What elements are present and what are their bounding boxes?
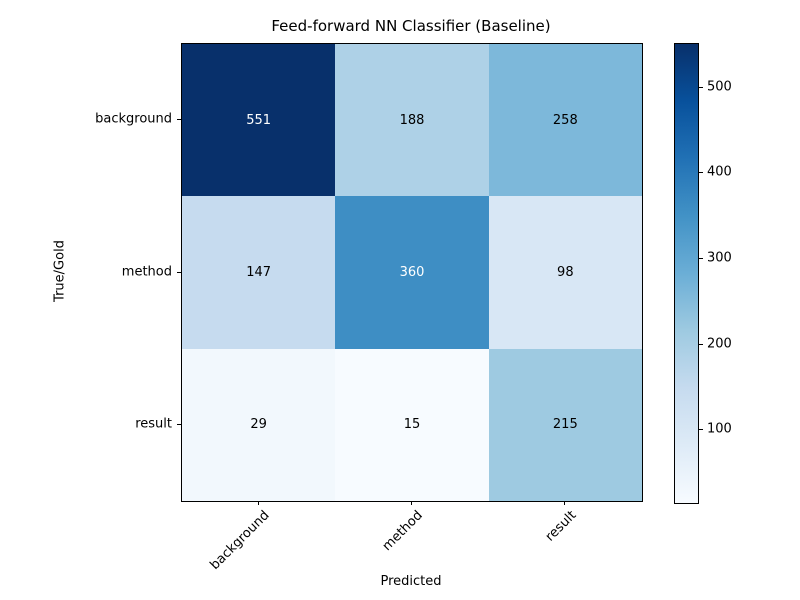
heatmap-cell: 98 [488, 196, 642, 349]
cell-value: 551 [246, 112, 272, 128]
cell-value: 215 [552, 417, 578, 433]
y-tick-label: background [95, 111, 172, 127]
heatmap-cell: 29 [182, 348, 336, 501]
colorbar-tick-mark [699, 257, 703, 259]
colorbar [674, 43, 699, 504]
y-tick-label: method [121, 264, 172, 279]
cell-value: 98 [557, 264, 574, 280]
colorbar-tick-mark [699, 343, 703, 345]
x-tick-mark [564, 501, 566, 505]
heatmap-cell: 147 [182, 196, 336, 349]
heatmap-cell: 258 [488, 44, 642, 197]
cell-value: 188 [399, 112, 425, 128]
cell-value: 360 [399, 264, 425, 280]
x-tick-mark [257, 501, 259, 505]
colorbar-tick-label: 500 [707, 79, 732, 95]
colorbar-tick-label: 100 [707, 421, 732, 437]
cell-value: 258 [552, 112, 578, 128]
x-tick-mark [411, 501, 412, 505]
heatmap-grid: 551 188 258 147 360 98 29 15 215 [181, 43, 643, 502]
colorbar-tick-label: 400 [707, 164, 732, 180]
colorbar-tick-mark [699, 429, 703, 431]
colorbar-tick-mark [699, 86, 703, 88]
y-tick-mark [177, 423, 181, 425]
colorbar-tick-label: 200 [707, 336, 732, 352]
x-tick-label: background [207, 508, 273, 573]
cell-value: 15 [403, 417, 421, 433]
chart-title: Feed-forward NN Classifier (Baseline) [271, 17, 551, 35]
heatmap-cell: 551 [182, 44, 336, 197]
cell-value: 29 [250, 417, 267, 433]
x-axis-label: Predicted [380, 574, 442, 589]
heatmap-cell: 215 [488, 348, 642, 501]
colorbar-tick-label: 300 [707, 250, 732, 266]
cell-value: 147 [246, 264, 272, 280]
y-tick-label: result [135, 416, 172, 432]
y-tick-mark [177, 119, 181, 121]
heatmap-cell: 15 [335, 348, 489, 501]
x-tick-label: result [542, 508, 579, 545]
heatmap-cell: 188 [335, 44, 489, 197]
x-tick-label: method [379, 508, 426, 555]
y-tick-mark [177, 271, 181, 273]
colorbar-tick-mark [699, 172, 703, 174]
heatmap-cell: 360 [335, 196, 489, 349]
